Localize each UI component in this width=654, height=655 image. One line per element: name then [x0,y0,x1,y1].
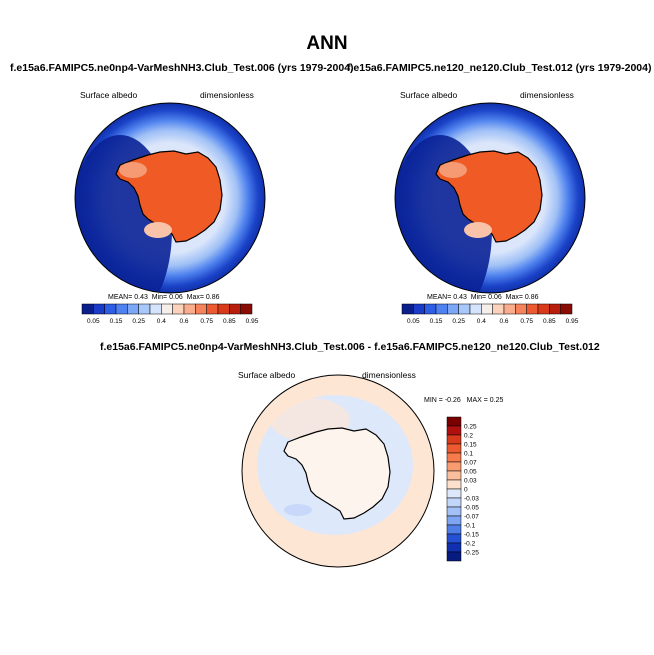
colorbar-swatch [492,303,505,315]
diff-stats: MIN = -0.26 MAX = 0.25 [424,397,504,404]
colorbar-swatch [161,303,173,315]
colorbar-tick-label: 0.85 [223,318,236,325]
colorbar-swatch [229,303,241,315]
diff-map [241,374,435,568]
colorbar-tick-label: 0.95 [566,318,579,325]
diff-units-label: dimensionless [362,370,416,380]
panel2-map [394,102,586,294]
colorbar-tick-label: 0.03 [464,478,477,485]
colorbar-swatch [503,303,516,315]
colorbar-swatch [183,303,196,315]
colorbar-swatch [526,303,539,315]
colorbar-tick-label: 0.05 [464,469,477,476]
colorbar-swatch [127,303,139,315]
colorbar-tick-label: 0.2 [464,433,473,440]
colorbar-swatch [446,506,462,517]
colorbar-tick-label: 0.85 [543,318,556,325]
panel2-variable-label: Surface albedo [400,90,458,100]
colorbar-swatch [446,461,462,472]
colorbar-tick-label: 0.25 [464,424,477,431]
colorbar-tick-label: 0.75 [520,318,533,325]
colorbar-swatch [104,303,117,315]
colorbar-tick-label: 0.1 [464,451,473,458]
colorbar-swatch [81,303,94,315]
colorbar-tick-label: 0.07 [464,460,477,467]
panel1-stats: MEAN= 0.43 Min= 0.06 Max= 0.86 [108,294,220,301]
colorbar-swatch [446,551,462,562]
colorbar-swatch [446,488,462,499]
panel1-colorbar: 0.05 0.15 0.25 0.4 0.6 0.75 0.85 0.95 [81,303,259,325]
colorbar-swatch [206,303,219,315]
colorbar-swatch [515,303,527,315]
colorbar-swatch [458,303,471,315]
colorbar-tick-label: -0.03 [464,496,479,503]
colorbar-swatch [413,303,425,315]
panel1-variable-label: Surface albedo [80,90,138,100]
colorbar-swatch [549,303,561,315]
colorbar-swatch [435,303,448,315]
colorbar-swatch [446,443,462,454]
panel2-units-label: dimensionless [520,90,574,100]
colorbar-tick-label: 0.6 [179,318,188,325]
colorbar-swatch [446,542,462,553]
diff-variable-label: Surface albedo [238,370,296,380]
panel2-case-title: f.e15a6.FAMIPC5.ne120_ne120.Club_Test.01… [347,62,652,74]
colorbar-swatch [446,524,462,535]
colorbar-swatch [138,303,151,315]
colorbar-tick-label: 0.15 [430,318,443,325]
colorbar-swatch [446,425,462,436]
colorbar-swatch [195,303,207,315]
colorbar-tick-label: 0 [464,487,468,494]
colorbar-tick-label: 0.75 [200,318,213,325]
diff-colorbar: 0.25 0.2 0.15 0.1 0.07 0.05 0.03 0 -0.03 -0.05 -0.… [446,416,479,562]
diff-case-title: f.e15a6.FAMIPC5.ne0np4-VarMeshNH3.Club_T… [100,341,600,353]
colorbar-tick-label: 0.15 [110,318,123,325]
colorbar-swatch [93,303,105,315]
panel1-map [74,102,266,294]
colorbar-swatch [560,303,573,315]
colorbar-swatch [446,515,462,526]
colorbar-tick-label: 0.25 [452,318,465,325]
colorbar-tick-label: 0.4 [157,318,166,325]
colorbar-tick-label: -0.25 [464,550,479,557]
colorbar-swatch [481,303,493,315]
colorbar-swatch [446,452,462,463]
colorbar-swatch [149,303,162,315]
colorbar-tick-label: -0.2 [464,541,476,548]
colorbar-swatch [401,303,414,315]
colorbar-swatch [424,303,437,315]
colorbar-swatch [446,470,462,481]
colorbar-tick-label: -0.05 [464,505,479,512]
colorbar-tick-label: 0.4 [477,318,486,325]
main-title: ANN [306,33,348,54]
colorbar-tick-label: 0.15 [464,442,477,449]
colorbar-tick-label: 0.05 [407,318,420,325]
panel2-stats: MEAN= 0.43 Min= 0.06 Max= 0.86 [427,294,539,301]
panel1-units-label: dimensionless [200,90,254,100]
colorbar-tick-label: -0.07 [464,514,479,521]
colorbar-swatch [446,434,462,445]
panel1-case-title: f.e15a6.FAMIPC5.ne0np4-VarMeshNH3.Club_T… [10,62,354,74]
colorbar-tick-label: 0.95 [246,318,259,325]
colorbar-swatch [469,303,482,315]
colorbar-swatch [446,497,462,508]
colorbar-tick-label: 0.6 [499,318,508,325]
colorbar-tick-label: 0.05 [87,318,100,325]
colorbar-tick-label: -0.1 [464,523,476,530]
panel2-colorbar: 0.05 0.15 0.25 0.4 0.6 0.75 0.85 0.95 [401,303,579,325]
colorbar-swatch [446,479,462,490]
colorbar-tick-label: 0.25 [132,318,145,325]
colorbar-swatch [446,533,462,544]
colorbar-swatch [447,303,459,315]
colorbar-tick-label: -0.15 [464,532,479,539]
colorbar-swatch [217,303,230,315]
colorbar-swatch [537,303,550,315]
colorbar-swatch [115,303,128,315]
colorbar-swatch [240,303,253,315]
colorbar-swatch [172,303,185,315]
colorbar-swatch [446,416,462,427]
